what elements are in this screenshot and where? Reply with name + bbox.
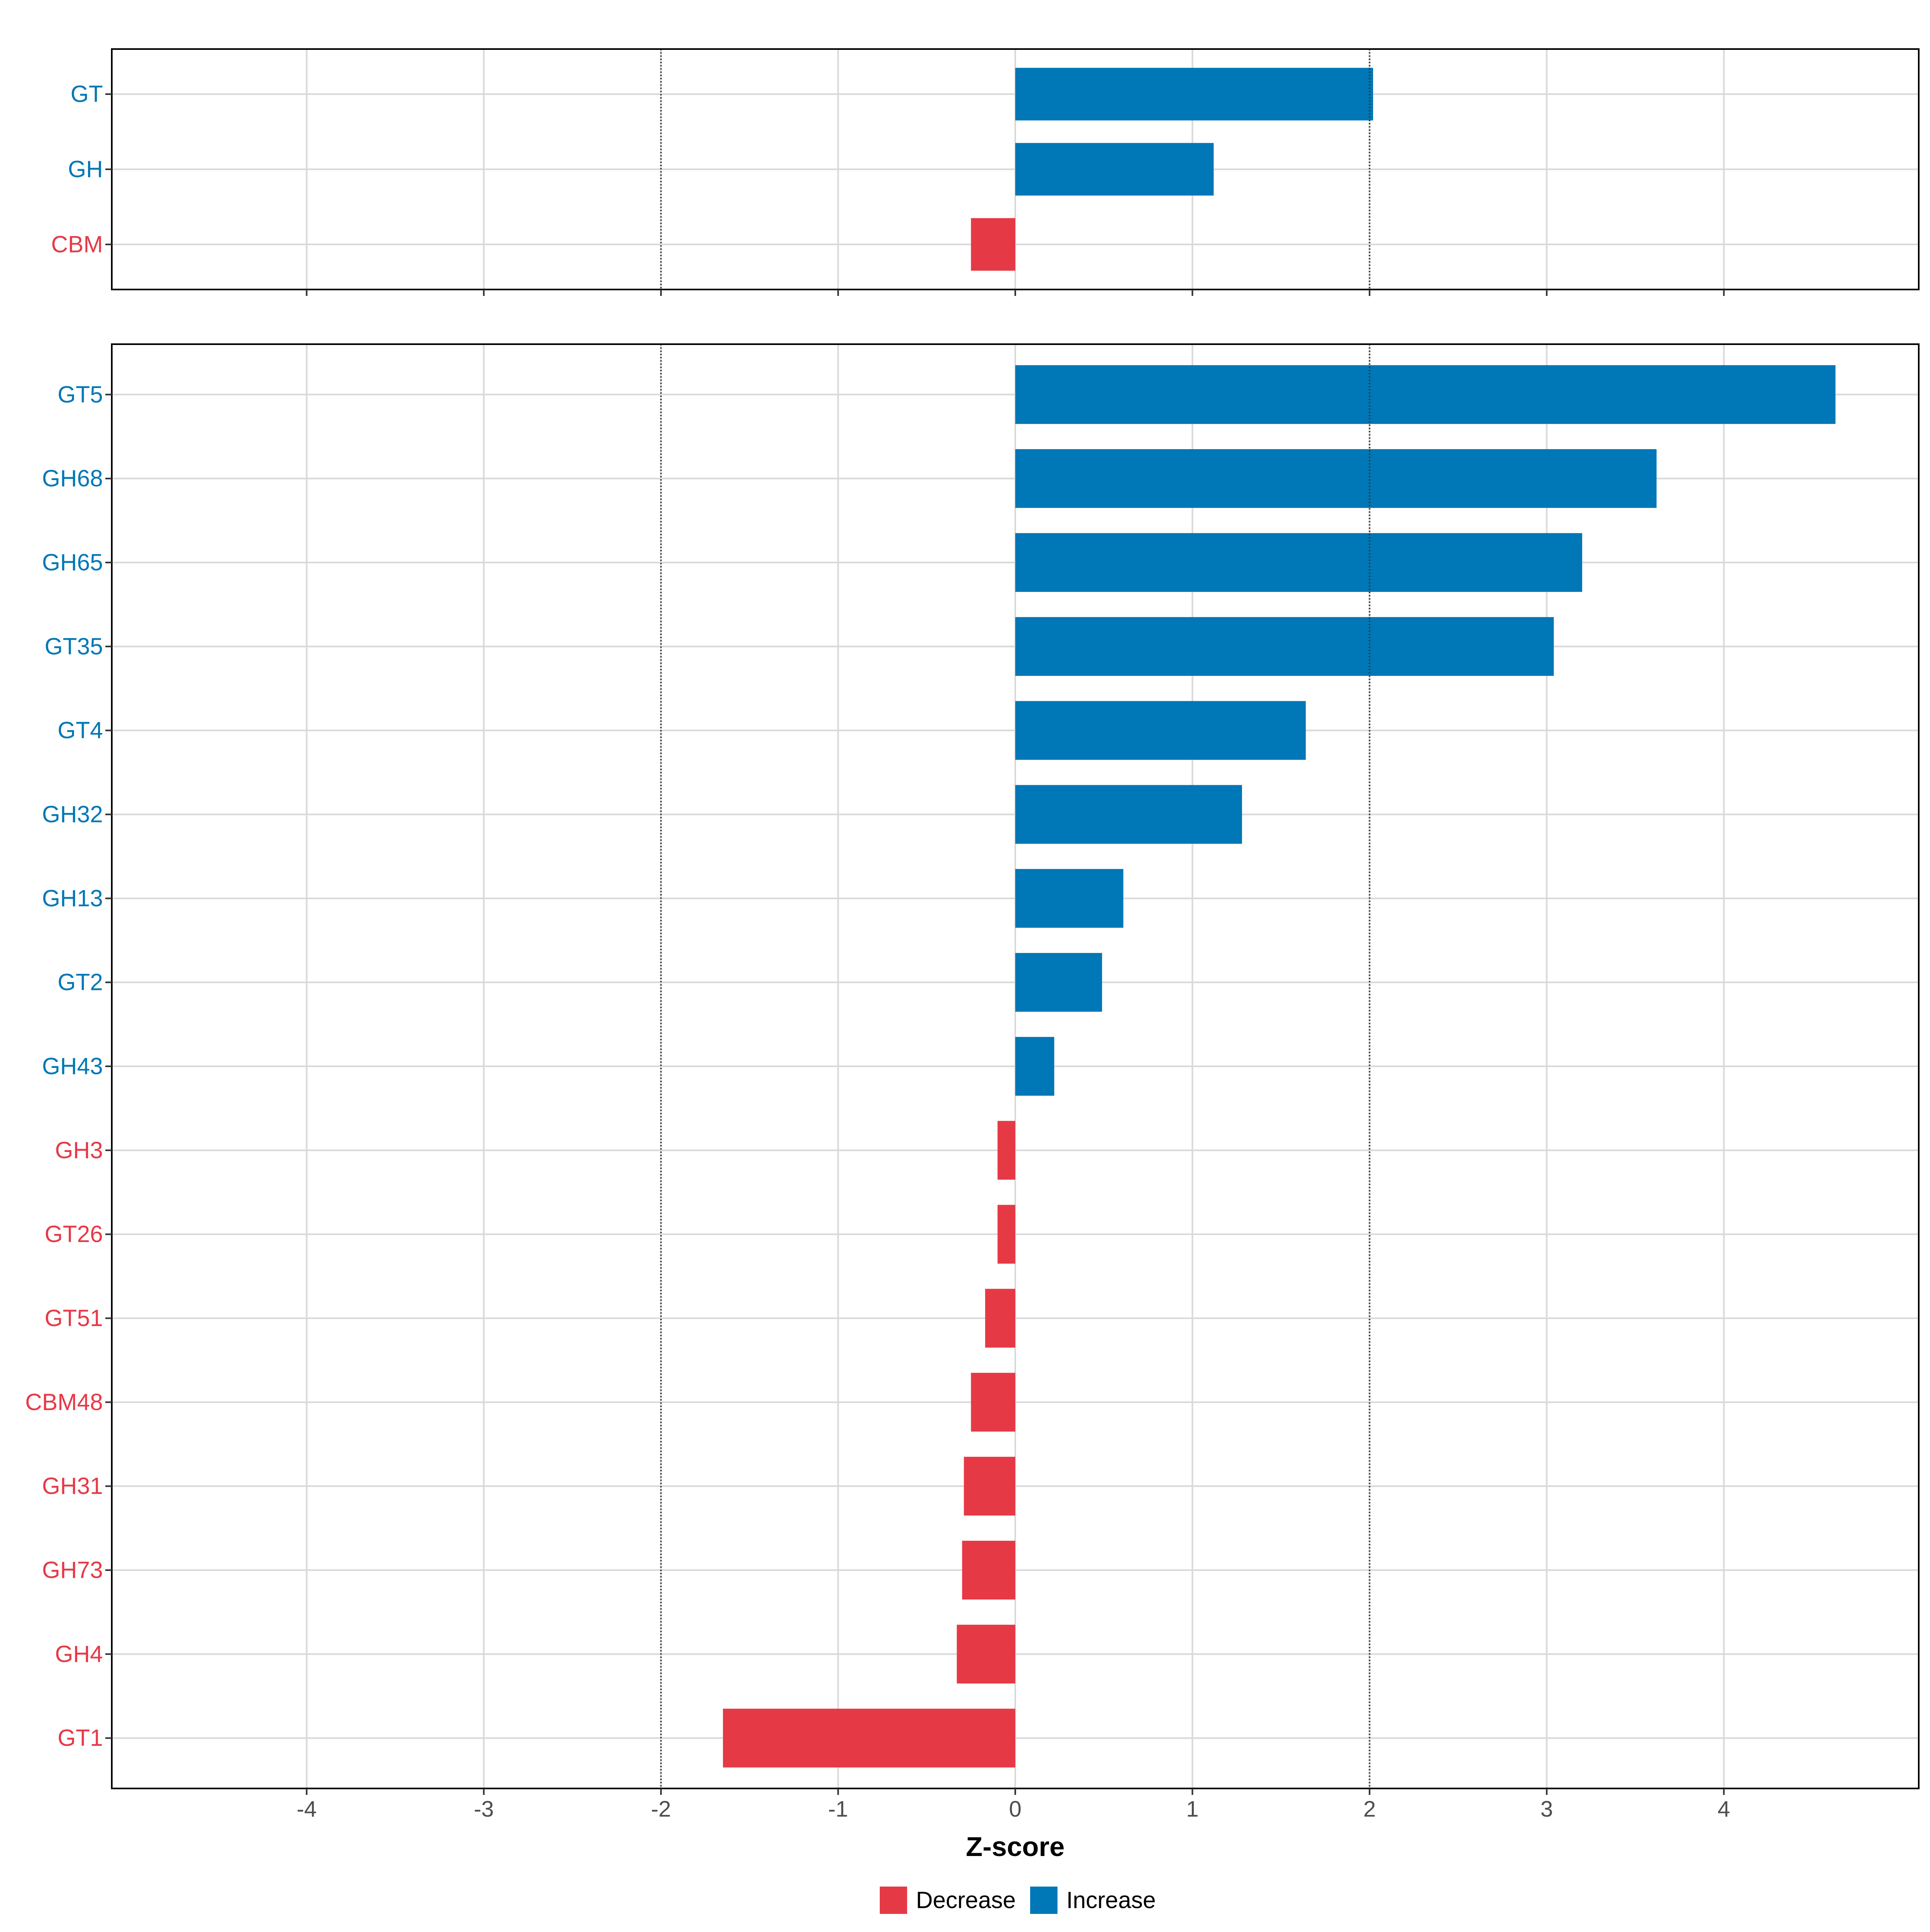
bar-gt35 [1015,617,1554,676]
x-tick-label: -1 [828,1796,848,1821]
bar-cbm48 [971,1373,1015,1432]
category-label: GH31 [42,1473,103,1499]
x-tick-label: -2 [651,1796,671,1821]
bar-gh13 [1015,869,1123,928]
bar-cbm [971,218,1015,271]
x-tick-label: 3 [1540,1796,1553,1821]
bar-gh32 [1015,785,1242,844]
x-tick-label: 1 [1186,1796,1199,1821]
category-label: GT5 [57,382,103,408]
category-label: CBM [51,231,103,257]
bar-gt [1015,68,1373,121]
x-axis-title: Z-score [966,1831,1065,1862]
category-label: GH3 [55,1137,103,1163]
category-label: CBM48 [25,1389,103,1415]
bar-gh65 [1015,533,1582,592]
x-tick-label: -4 [297,1796,317,1821]
bar-gt4 [1015,701,1306,760]
bar-gh3 [997,1121,1015,1180]
bar-gt26 [997,1205,1015,1264]
legend-label-increase: Increase [1066,1887,1156,1914]
category-label: GH [68,156,103,183]
category-label: GT26 [45,1221,103,1247]
bar-gt51 [985,1289,1015,1348]
bar-gh73 [962,1540,1015,1600]
category-label: GT2 [57,969,103,996]
x-tick-label: 4 [1718,1796,1730,1821]
category-label: GH13 [42,885,103,912]
bar-gh31 [964,1457,1015,1516]
category-label: GH32 [42,801,103,827]
category-label: GT4 [57,717,103,743]
bar-gt2 [1015,953,1102,1012]
category-label: GH68 [42,466,103,492]
x-tick-label: 0 [1009,1796,1021,1821]
category-label: GT1 [57,1725,103,1751]
legend-swatch-increase [1030,1887,1057,1914]
bar-gt1 [723,1708,1015,1768]
x-tick-label: -3 [474,1796,494,1821]
bar-gt5 [1015,365,1836,424]
legend-label-decrease: Decrease [916,1887,1016,1914]
category-label: GH73 [42,1557,103,1583]
category-label: GH4 [55,1641,103,1667]
category-label: GH43 [42,1053,103,1080]
category-label: GT35 [45,633,103,659]
bar-gh68 [1015,449,1657,508]
bar-gh4 [957,1624,1015,1684]
bar-gh [1015,143,1214,196]
category-label: GT51 [45,1305,103,1331]
legend-swatch-decrease [880,1887,907,1914]
x-tick-label: 2 [1363,1796,1376,1821]
category-label: GH65 [42,549,103,575]
category-label: GT [70,81,103,107]
bar-gh43 [1015,1037,1054,1096]
